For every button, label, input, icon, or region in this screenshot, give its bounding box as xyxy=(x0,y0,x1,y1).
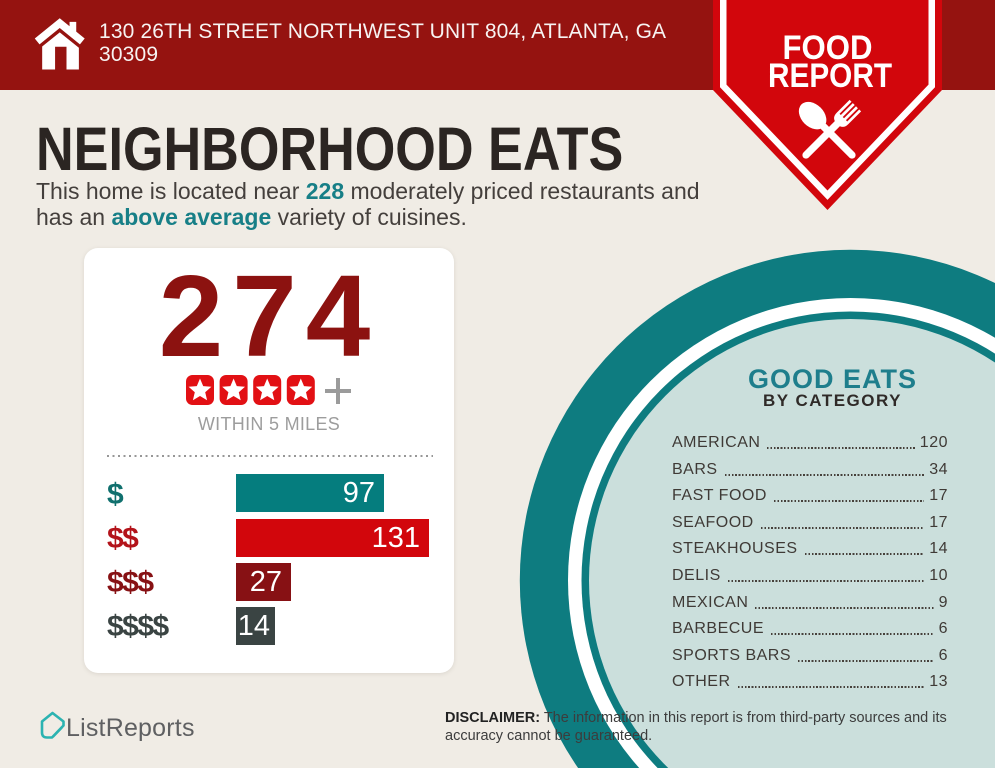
svg-text:REPORT: REPORT xyxy=(768,57,892,95)
svg-text:FOOD: FOOD xyxy=(783,29,873,67)
